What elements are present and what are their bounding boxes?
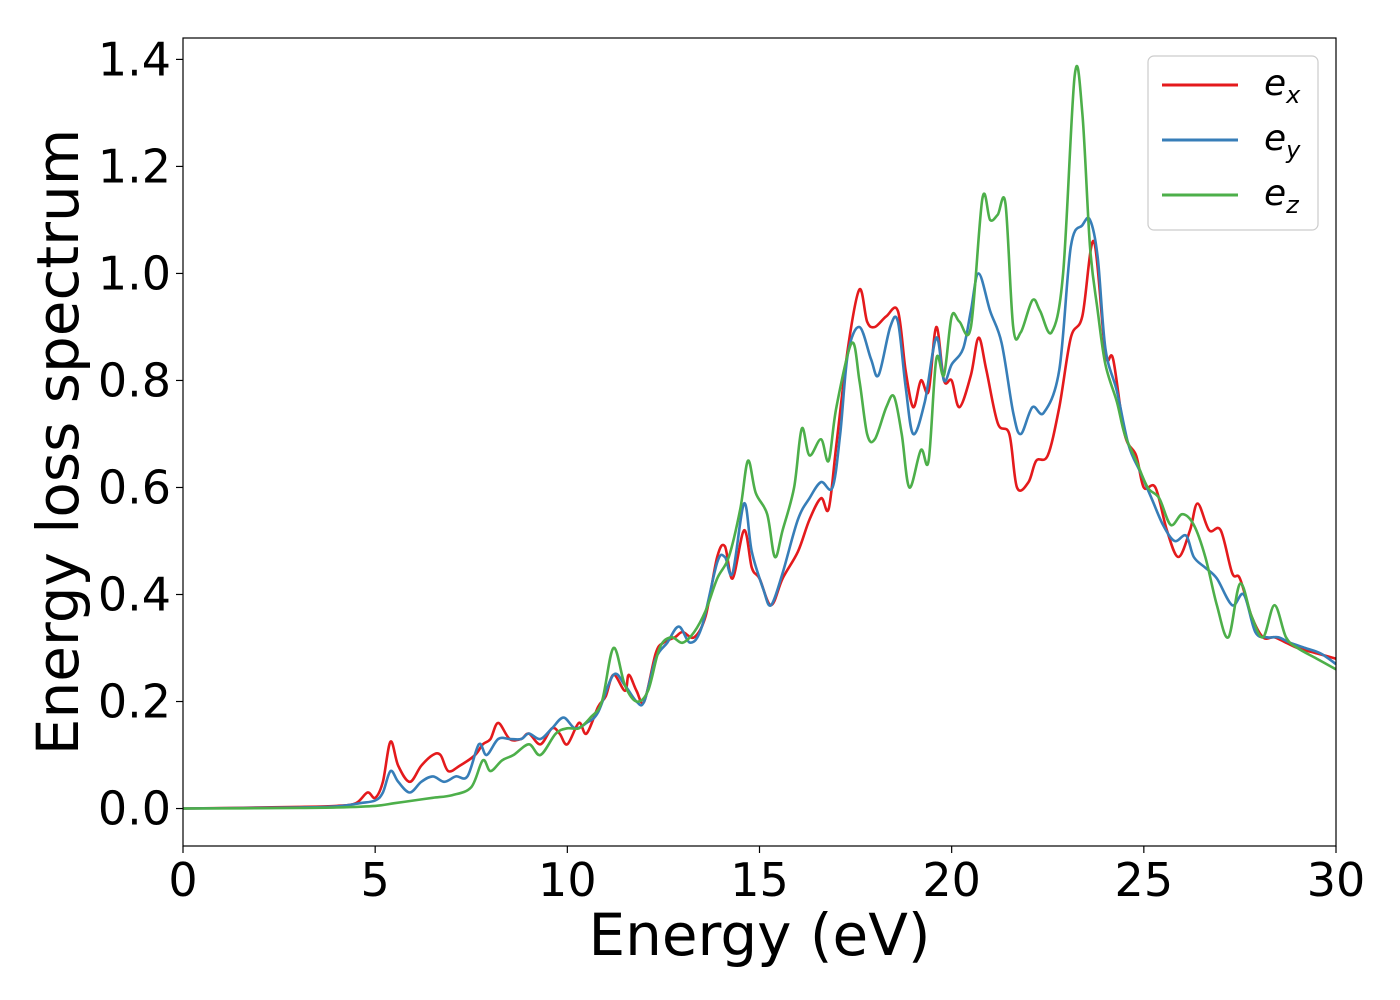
legend-label-z: ez (1264, 173, 1300, 219)
y-tick-label: 1.4 (98, 32, 171, 86)
x-tick-label: 15 (730, 853, 789, 907)
y-tick-label: 0.4 (98, 568, 171, 622)
legend: ex ey ez (1147, 55, 1319, 231)
y-tick-label: 0.2 (98, 675, 171, 729)
x-tick-label: 30 (1307, 853, 1366, 907)
x-tick-label: 25 (1115, 853, 1174, 907)
x-tick-label: 5 (361, 853, 390, 907)
y-tick-label: 0.0 (98, 782, 171, 836)
x-tick-label: 20 (922, 853, 981, 907)
x-tick-label: 0 (168, 853, 197, 907)
y-tick-label: 1.0 (98, 246, 171, 300)
y-tick-label: 0.6 (98, 460, 171, 514)
axis-ticks: 0 5 10 15 20 25 30 0.0 0.2 0.4 0.6 0.8 1.0 1.2 1.4 (98, 32, 1365, 907)
y-axis-title: Energy loss spectrum (24, 129, 92, 755)
y-tick-label: 0.8 (98, 353, 171, 407)
x-axis-title: Energy (eV) (588, 901, 930, 969)
series-line-x (183, 239, 1336, 810)
legend-box (1147, 55, 1319, 231)
legend-label-y: ey (1264, 118, 1301, 164)
legend-label-x: ex (1264, 63, 1301, 109)
y-tick-label: 1.2 (98, 139, 171, 193)
x-tick-label: 10 (538, 853, 597, 907)
series-lines (183, 65, 1336, 810)
series-line-z (183, 65, 1336, 810)
